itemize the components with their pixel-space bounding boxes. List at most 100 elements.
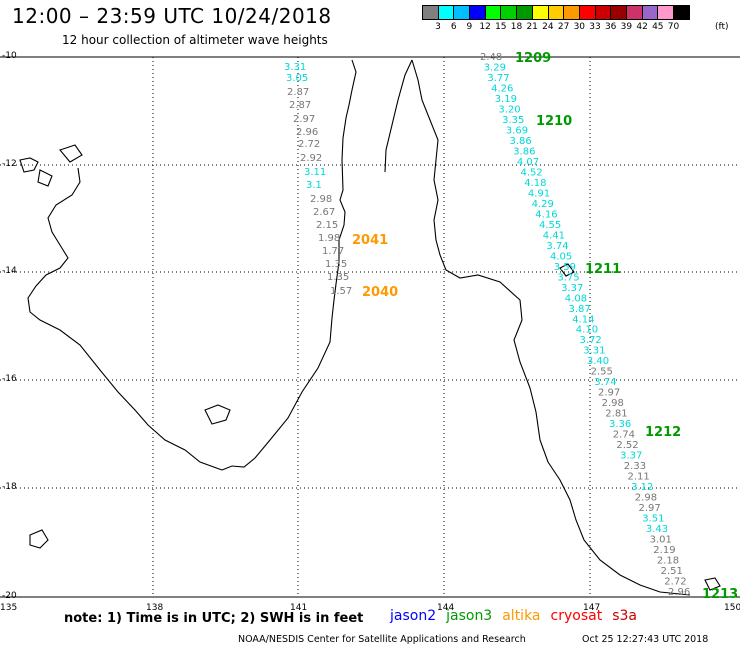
wave-height-value: 3.01 [650, 535, 672, 546]
longitude-label: 141 [290, 603, 308, 613]
longitude-label: 147 [583, 603, 601, 613]
satellite-legend-item: s3a [612, 608, 637, 624]
wave-height-value: 4.52 [521, 167, 543, 178]
wave-height-value: 2.15 [316, 220, 338, 231]
map-grid [0, 57, 740, 597]
wave-height-value: 2.92 [300, 153, 322, 164]
longitude-label: 144 [437, 603, 455, 613]
wave-height-value: 3.31 [583, 346, 605, 357]
wave-height-value: 3.87 [569, 304, 591, 315]
wave-height-value: 4.10 [576, 325, 598, 336]
wave-height-value: 3.20 [498, 105, 520, 116]
pass-labels: 1209 1210 1211 1212 1213 2041 2040 [352, 51, 738, 602]
wave-height-value: 3.31 [284, 62, 306, 73]
color-scale-tick: 21 [526, 22, 538, 32]
wave-height-value: 4.91 [528, 188, 550, 199]
map-frame [0, 56, 740, 598]
wave-height-value: 1.35 [325, 259, 347, 270]
color-scale-tick: 9 [466, 22, 473, 32]
wave-height-value: 3.37 [561, 283, 583, 294]
wave-height-value: 2.97 [639, 503, 661, 514]
wave-height-value: 4.26 [491, 84, 513, 95]
wave-height-value: 2.19 [653, 545, 675, 556]
wave-height-value: 1.77 [322, 246, 344, 257]
wave-height-value: 2.87 [287, 87, 309, 98]
satellite-legend-item: jason3 [446, 608, 493, 624]
pass-number-label: 1212 [645, 425, 681, 440]
coastline [19, 59, 721, 596]
wave-height-value: 2.33 [624, 461, 646, 472]
longitude-label: 135 [0, 603, 18, 613]
satellite-legend-item: cryosat [550, 608, 603, 624]
wave-height-value: 3.19 [495, 94, 517, 105]
color-scale-tick: 39 [620, 22, 633, 32]
wave-height-value: 3.77 [487, 73, 509, 84]
wave-height-value: 3.05 [286, 73, 308, 84]
wave-height-value: 2.87 [289, 100, 311, 111]
latitude-label: -20 [2, 591, 17, 601]
wave-height-value: 4.08 [565, 293, 587, 304]
wave-height-value: 1.57 [330, 286, 352, 297]
wave-height-value: 2.11 [628, 472, 650, 483]
wave-height-value: 4.07 [517, 157, 539, 168]
wave-height-value: 3.43 [646, 524, 668, 535]
wave-height-value: 2.98 [602, 398, 624, 409]
color-scale-tick: 12 [479, 22, 491, 32]
satellite-legend: jason2 jason3 altika cryosat s3a [390, 608, 647, 624]
latitude-label: -12 [2, 159, 17, 169]
wave-height-value: 3.29 [484, 63, 506, 74]
latitude-label: -16 [2, 374, 17, 384]
wave-height-value: 2.97 [293, 114, 315, 125]
wave-height-value: 2.18 [657, 556, 679, 567]
color-scale-labels: 3 6 9 12 15 18 21 24 27 30 33 36 39 42 45 70 [422, 22, 740, 34]
wave-height-value: 4.16 [535, 209, 557, 220]
color-scale-tick: 33 [589, 22, 601, 32]
wave-height-value: 4.14 [572, 314, 594, 325]
wave-height-value: 2.81 [605, 409, 627, 420]
wave-height-value: 4.41 [543, 230, 565, 241]
latitude-label: -18 [2, 482, 17, 492]
pass-number-label: 1209 [515, 51, 551, 66]
wave-height-value: 2.67 [313, 207, 335, 218]
wave-height-value: 2.55 [591, 367, 613, 378]
color-scale-tick: 30 [573, 22, 586, 32]
pass-number-label: 2040 [362, 285, 398, 300]
wave-height-value: 3.1 [306, 180, 322, 191]
wave-height-value: 3.51 [642, 514, 664, 525]
wave-height-value: 3.11 [304, 167, 326, 178]
color-scale-tick: 18 [510, 22, 523, 32]
satellite-legend-item: jason2 [390, 608, 437, 624]
wave-height-value: 2.96 [668, 587, 690, 598]
color-scale-tick: 6 [450, 22, 457, 32]
wave-height-value: 2.96 [296, 127, 318, 138]
generation-timestamp: Oct 25 12:27:43 UTC 2018 [582, 634, 709, 645]
wave-height-value: 3.37 [620, 451, 642, 462]
wave-height-value: 2.98 [310, 194, 332, 205]
longitude-label: 138 [146, 603, 164, 613]
wave-height-value: 2.52 [616, 440, 638, 451]
color-scale-tick: 36 [604, 22, 617, 32]
credit-line: NOAA/NESDIS Center for Satellite Applica… [238, 634, 526, 645]
color-scale-unit: (ft) [715, 22, 729, 32]
wave-height-value: 2.74 [613, 430, 635, 441]
wave-height-value: 3.86 [513, 146, 535, 157]
color-scale-tick: 24 [542, 22, 554, 32]
wave-height-value: 3.86 [510, 136, 532, 147]
wave-height-value: 3.35 [502, 115, 524, 126]
wave-height-value: 4.29 [532, 199, 554, 210]
wave-height-value: 4.55 [539, 220, 561, 231]
wave-height-value: 3.74 [594, 377, 616, 388]
wave-height-value: 3.40 [587, 356, 609, 367]
wave-height-value: 3.72 [580, 335, 602, 346]
wave-height-value: 3.75 [557, 272, 579, 283]
color-scale-tick: 70 [667, 22, 680, 32]
wave-height-value: 3.59 [554, 262, 576, 273]
color-scale-tick: 45 [652, 22, 664, 32]
wave-height-value: 4.18 [524, 178, 546, 189]
pass-number-label: 1210 [536, 114, 572, 129]
latitude-label: -10 [2, 51, 17, 61]
longitude-label: 150 [724, 603, 740, 613]
wave-height-value: 3.69 [506, 125, 528, 136]
wave-height-value: 3.36 [609, 419, 631, 430]
